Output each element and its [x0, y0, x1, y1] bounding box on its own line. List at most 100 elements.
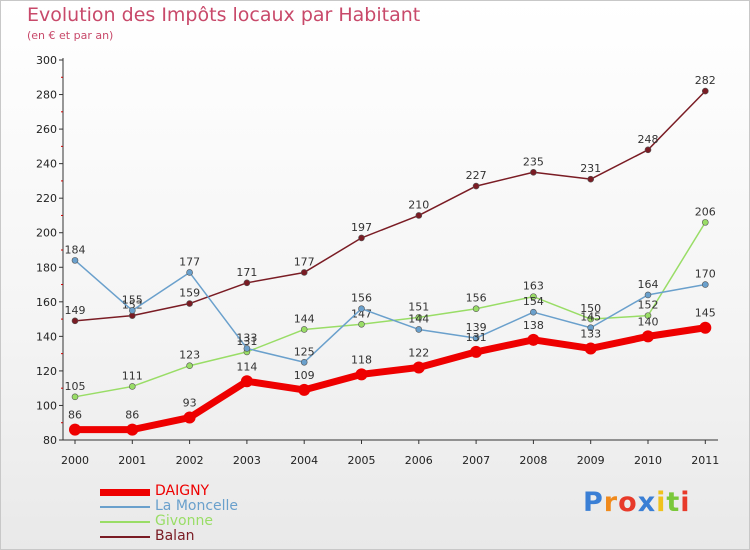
data-label-daigny-2004: 109 — [294, 369, 315, 382]
data-label-balan-2009: 231 — [580, 162, 601, 175]
x-tick-label-2007: 2007 — [462, 454, 490, 467]
y-tick-label-220: 220 — [36, 192, 57, 205]
y-tick-label-240: 240 — [36, 158, 57, 171]
data-label-daigny-2010: 140 — [638, 315, 659, 328]
data-label-balan-2011: 282 — [695, 74, 716, 87]
y-tick-label-300: 300 — [36, 54, 57, 67]
data-label-daigny-2001: 86 — [125, 409, 139, 422]
series-line-la-moncelle — [74, 259, 707, 364]
data-point-daigny-2004 — [298, 383, 311, 396]
legend-label: DAIGNY — [155, 483, 210, 499]
data-label-daigny-2009: 133 — [580, 327, 601, 340]
data-point-balan-2011 — [701, 87, 709, 95]
data-label-daigny-2006: 122 — [408, 346, 429, 359]
data-point-daigny-2011 — [699, 321, 712, 334]
data-point-daigny-2001 — [126, 423, 139, 436]
data-point-daigny-2010 — [642, 330, 654, 343]
data-point-daigny-2009 — [584, 342, 597, 355]
data-point-balan-2006 — [415, 212, 423, 219]
data-label-la-moncelle-2009: 145 — [580, 311, 601, 324]
legend-item-givonne: Givonne — [100, 513, 340, 529]
x-tick-label-2008: 2008 — [519, 454, 547, 467]
data-label-la-moncelle-2004: 125 — [294, 345, 315, 358]
logo-letter: P — [583, 487, 604, 518]
data-point-la-moncelle-2003 — [243, 345, 251, 352]
y-tick-label-140: 140 — [36, 330, 57, 343]
data-point-la-moncelle-2005 — [358, 305, 365, 313]
y-tick-label-260: 260 — [36, 123, 57, 136]
series-line-daigny — [71, 324, 709, 434]
data-label-givonne-2009: 150 — [580, 302, 601, 315]
data-point-givonne-2005 — [358, 320, 365, 328]
legend-swatch — [100, 506, 150, 508]
data-label-la-moncelle-2000: 184 — [65, 243, 86, 256]
legend-swatch — [100, 521, 150, 523]
y-tick-label-160: 160 — [36, 296, 57, 309]
series-line-balan — [74, 90, 707, 322]
data-label-daigny-2011: 145 — [695, 307, 716, 320]
data-point-balan-2002 — [186, 300, 193, 307]
data-label-balan-2004: 177 — [294, 255, 315, 268]
data-label-givonne-2010: 152 — [638, 299, 659, 312]
data-label-balan-2006: 210 — [408, 198, 429, 211]
data-point-la-moncelle-2004 — [300, 358, 308, 366]
data-label-givonne-2011: 206 — [695, 205, 716, 218]
data-point-givonne-2007 — [472, 305, 480, 313]
x-tick-label-2001: 2001 — [118, 454, 146, 467]
x-tick-label-2003: 2003 — [233, 454, 261, 467]
data-label-la-moncelle-2011: 170 — [695, 268, 716, 281]
y-tick-label-120: 120 — [36, 365, 57, 378]
data-label-givonne-2004: 144 — [294, 312, 315, 325]
data-point-la-moncelle-2000 — [71, 257, 79, 264]
data-label-givonne-2006: 151 — [408, 300, 429, 313]
data-point-la-moncelle-2001 — [129, 307, 136, 314]
data-point-la-moncelle-2007 — [472, 334, 480, 342]
y-tick-label-180: 180 — [36, 261, 57, 274]
data-label-balan-2002: 159 — [179, 287, 200, 300]
x-tick-label-2005: 2005 — [348, 454, 376, 467]
y-tick-label-280: 280 — [36, 89, 57, 102]
y-tick-label-100: 100 — [36, 399, 57, 412]
legend-item-daigny: DAIGNY — [100, 483, 340, 499]
x-tick-label-2006: 2006 — [405, 454, 433, 467]
data-point-givonne-2006 — [415, 314, 423, 321]
data-point-givonne-2001 — [129, 383, 136, 390]
x-tick-label-2004: 2004 — [290, 454, 318, 467]
data-point-givonne-2002 — [186, 362, 193, 370]
data-point-la-moncelle-2008 — [530, 308, 537, 316]
data-point-la-moncelle-2011 — [701, 281, 709, 288]
data-label-daigny-2003: 114 — [236, 360, 257, 373]
chart-subtitle: (en € et par an) — [27, 29, 114, 42]
legend-item-balan: Balan — [100, 528, 340, 544]
legend-label: Balan — [155, 528, 195, 544]
data-label-givonne-2001: 111 — [122, 369, 143, 382]
x-tick-label-2000: 2000 — [61, 454, 89, 467]
data-point-la-moncelle-2002 — [186, 269, 193, 276]
data-point-daigny-2000 — [69, 423, 81, 436]
data-point-balan-2000 — [71, 317, 79, 325]
data-label-la-moncelle-2006: 144 — [408, 312, 429, 325]
legend-swatch — [100, 488, 150, 496]
logo-letter: t — [666, 487, 681, 518]
logo-letter: x — [637, 487, 657, 518]
data-label-la-moncelle-2007: 139 — [466, 321, 487, 334]
data-point-la-moncelle-2009 — [587, 324, 595, 332]
data-point-daigny-2003 — [240, 375, 253, 388]
data-label-balan-2005: 197 — [351, 221, 372, 234]
data-point-daigny-2005 — [355, 368, 368, 381]
data-point-balan-2005 — [358, 234, 365, 242]
logo-letter: o — [618, 487, 638, 518]
data-label-daigny-2002: 93 — [183, 397, 197, 410]
data-point-daigny-2002 — [183, 411, 196, 424]
data-label-la-moncelle-2002: 177 — [179, 255, 200, 268]
x-tick-label-2011: 2011 — [691, 454, 719, 467]
data-point-givonne-2011 — [701, 219, 709, 226]
data-label-la-moncelle-2010: 164 — [638, 278, 659, 291]
data-point-balan-2003 — [243, 279, 251, 287]
data-label-la-moncelle-2008: 154 — [523, 295, 544, 308]
data-label-balan-2010: 248 — [638, 133, 659, 146]
data-point-balan-2007 — [472, 182, 480, 190]
data-point-givonne-2008 — [530, 293, 537, 300]
data-label-balan-2008: 235 — [523, 155, 544, 168]
